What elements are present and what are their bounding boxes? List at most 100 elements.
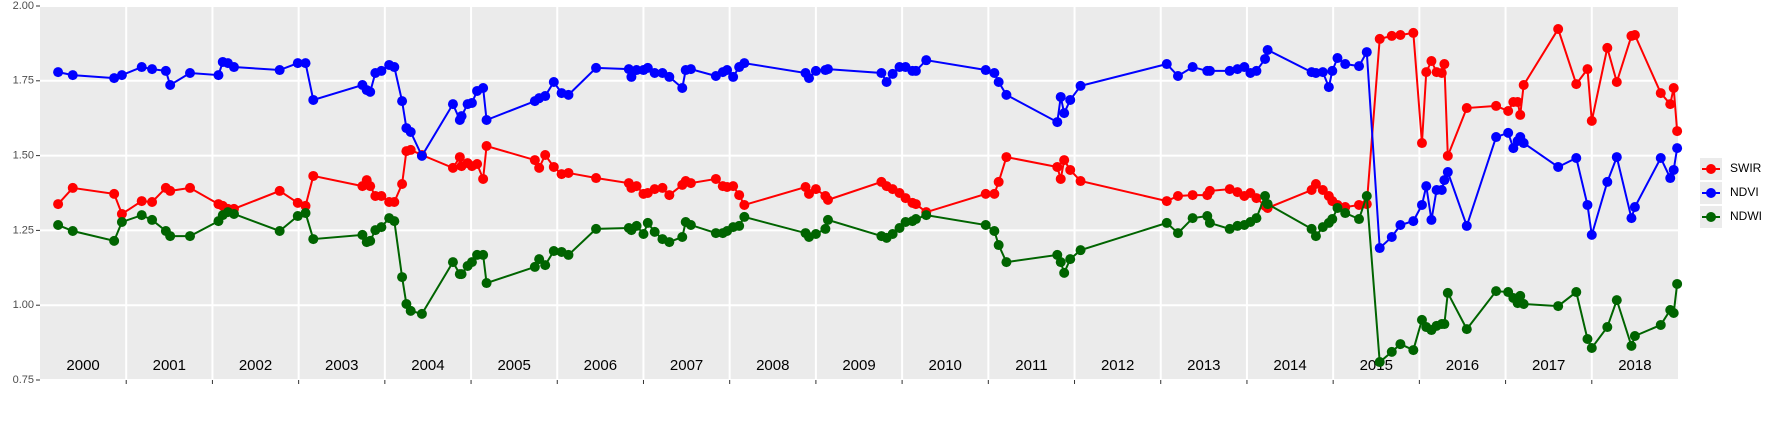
point [989,225,1000,236]
point [1439,175,1450,186]
point [165,231,176,242]
year-label: 2001 [153,357,186,374]
point [1518,79,1529,90]
point [1317,67,1328,78]
point [534,162,545,173]
point [1503,127,1514,138]
point [623,64,634,75]
point [1204,65,1215,76]
point [1386,30,1397,41]
point [1655,319,1666,330]
legend-point [1706,212,1716,222]
point [1001,89,1012,100]
point [710,173,721,184]
point [1161,217,1172,228]
point [664,190,675,201]
point [185,231,196,242]
point [993,176,1004,187]
point [989,68,1000,79]
point [980,188,991,199]
y-tick-label: 2.00 [13,0,34,12]
point [1668,307,1679,318]
point [147,64,158,75]
year-label: 2005 [497,357,530,374]
point [1553,161,1564,172]
point [548,161,559,172]
point [1571,152,1582,163]
point [1361,47,1372,58]
point [67,225,78,236]
point [67,182,78,193]
year-label: 2000 [66,357,99,374]
point [739,199,750,210]
point [664,71,675,82]
point [1602,322,1613,333]
point [1408,27,1419,38]
y-tick-label: 0.75 [13,374,34,386]
point [136,210,147,221]
point [642,62,653,73]
point [677,82,688,93]
point [887,228,898,239]
point [1354,214,1365,225]
point [1626,340,1637,351]
legend-label: SWIR [1730,161,1762,175]
y-tick-label: 1.00 [13,299,34,311]
point [1602,176,1613,187]
point [472,158,483,169]
year-label: 2017 [1532,357,1565,374]
point [300,208,311,219]
point [739,58,750,69]
point [308,94,319,105]
point [739,211,750,222]
point [456,269,467,280]
point [1553,24,1564,35]
point [292,197,303,208]
point [1052,161,1063,172]
legend-label: NDVI [1730,185,1759,199]
point [1442,287,1453,298]
point [734,190,745,201]
point [1251,213,1262,224]
point [548,76,559,87]
point [728,71,739,82]
point [1503,106,1514,117]
point [1055,91,1066,102]
point [1491,100,1502,111]
year-label: 2010 [929,357,962,374]
point [1665,173,1676,184]
point [1340,208,1351,219]
point [416,308,427,319]
point [1518,299,1529,310]
point [228,62,239,73]
point [1001,152,1012,163]
point [1251,193,1262,204]
point [1395,339,1406,350]
point [993,76,1004,87]
point [300,58,311,69]
point [1065,254,1076,265]
point [1668,164,1679,175]
point [1672,143,1683,154]
legend-label: NDWI [1730,209,1762,223]
point [685,220,696,231]
point [1655,88,1666,99]
point [160,65,171,76]
point [910,199,921,210]
point [993,240,1004,251]
point [1001,257,1012,268]
point [1586,229,1597,240]
point [1582,334,1593,345]
point [1075,176,1086,187]
point [481,278,492,289]
point [591,173,602,184]
point [1395,220,1406,231]
point [447,257,458,268]
point [989,188,1000,199]
point [591,223,602,234]
year-label: 2007 [670,357,703,374]
point [165,185,176,196]
point [1059,108,1070,119]
point [1354,61,1365,72]
point [1491,132,1502,143]
